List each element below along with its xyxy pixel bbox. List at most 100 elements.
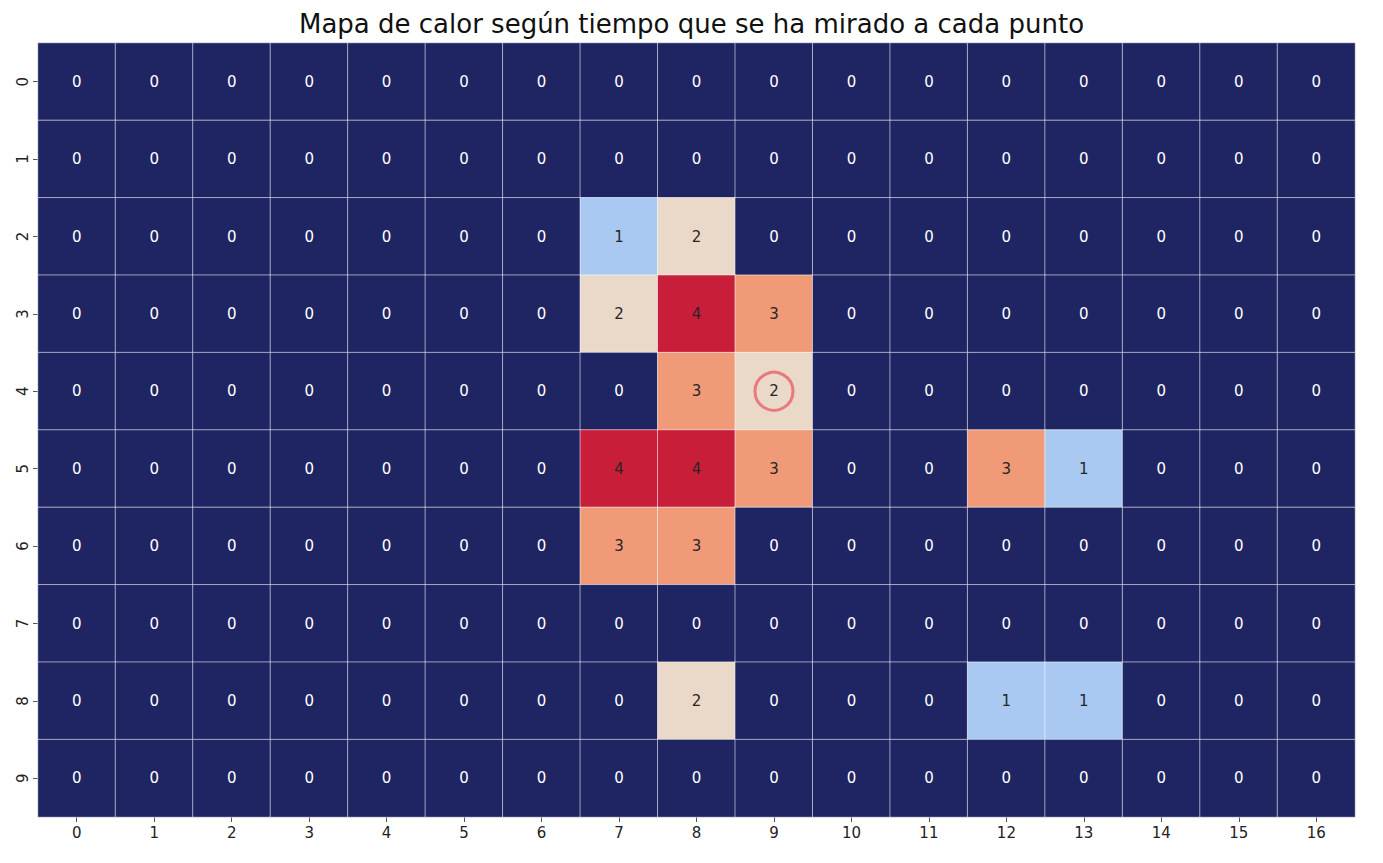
svg-text:0: 0 — [537, 615, 547, 633]
svg-text:0: 0 — [1079, 228, 1089, 246]
svg-text:3: 3 — [769, 305, 779, 323]
svg-text:0: 0 — [1157, 382, 1167, 400]
svg-text:0: 0 — [1311, 692, 1321, 710]
svg-text:3: 3 — [769, 460, 779, 478]
svg-text:4: 4 — [382, 824, 392, 842]
svg-text:0: 0 — [72, 73, 82, 91]
svg-text:0: 0 — [149, 537, 159, 555]
svg-text:0: 0 — [537, 460, 547, 478]
svg-text:1: 1 — [1079, 460, 1089, 478]
svg-text:3: 3 — [304, 824, 314, 842]
svg-text:0: 0 — [382, 615, 392, 633]
svg-text:0: 0 — [1002, 150, 1012, 168]
svg-text:0: 0 — [149, 73, 159, 91]
svg-text:0: 0 — [72, 615, 82, 633]
svg-text:0: 0 — [459, 537, 469, 555]
svg-text:0: 0 — [382, 228, 392, 246]
svg-text:0: 0 — [72, 382, 82, 400]
svg-text:0: 0 — [1157, 305, 1167, 323]
svg-text:0: 0 — [924, 615, 934, 633]
svg-text:0: 0 — [847, 460, 857, 478]
svg-text:6: 6 — [537, 824, 547, 842]
svg-text:6: 6 — [14, 541, 32, 551]
svg-text:0: 0 — [459, 692, 469, 710]
svg-text:0: 0 — [1234, 150, 1244, 168]
svg-text:0: 0 — [304, 73, 314, 91]
svg-text:13: 13 — [1074, 824, 1093, 842]
svg-text:0: 0 — [537, 382, 547, 400]
svg-text:0: 0 — [149, 150, 159, 168]
svg-text:4: 4 — [692, 460, 702, 478]
svg-text:0: 0 — [1311, 460, 1321, 478]
svg-text:0: 0 — [1234, 769, 1244, 787]
svg-text:0: 0 — [847, 382, 857, 400]
svg-text:0: 0 — [1079, 382, 1089, 400]
svg-text:0: 0 — [847, 228, 857, 246]
svg-text:0: 0 — [227, 228, 237, 246]
svg-text:0: 0 — [1234, 615, 1244, 633]
svg-text:0: 0 — [382, 150, 392, 168]
svg-text:0: 0 — [304, 305, 314, 323]
svg-text:0: 0 — [459, 769, 469, 787]
svg-text:0: 0 — [1079, 769, 1089, 787]
svg-text:3: 3 — [692, 537, 702, 555]
svg-text:16: 16 — [1307, 824, 1326, 842]
svg-text:10: 10 — [842, 824, 861, 842]
svg-text:0: 0 — [1234, 305, 1244, 323]
svg-text:0: 0 — [1234, 382, 1244, 400]
svg-text:0: 0 — [1157, 460, 1167, 478]
svg-text:5: 5 — [14, 464, 32, 474]
svg-text:0: 0 — [227, 305, 237, 323]
svg-text:0: 0 — [304, 537, 314, 555]
svg-text:2: 2 — [614, 305, 624, 323]
svg-text:0: 0 — [924, 305, 934, 323]
svg-text:8: 8 — [14, 696, 32, 706]
svg-text:0: 0 — [227, 692, 237, 710]
svg-text:0: 0 — [382, 305, 392, 323]
svg-text:0: 0 — [227, 460, 237, 478]
svg-text:4: 4 — [692, 305, 702, 323]
svg-text:0: 0 — [1311, 150, 1321, 168]
svg-text:0: 0 — [459, 228, 469, 246]
svg-text:0: 0 — [149, 692, 159, 710]
svg-text:0: 0 — [924, 537, 934, 555]
svg-text:0: 0 — [924, 150, 934, 168]
svg-text:0: 0 — [227, 615, 237, 633]
svg-text:0: 0 — [72, 228, 82, 246]
svg-text:2: 2 — [14, 232, 32, 242]
svg-text:0: 0 — [1002, 537, 1012, 555]
svg-text:0: 0 — [769, 769, 779, 787]
svg-text:0: 0 — [769, 228, 779, 246]
svg-text:0: 0 — [692, 615, 702, 633]
svg-text:0: 0 — [692, 769, 702, 787]
svg-text:0: 0 — [847, 692, 857, 710]
svg-text:4: 4 — [14, 387, 32, 397]
svg-text:0: 0 — [1079, 150, 1089, 168]
svg-text:0: 0 — [769, 692, 779, 710]
svg-text:3: 3 — [1002, 460, 1012, 478]
svg-text:0: 0 — [459, 615, 469, 633]
svg-text:0: 0 — [14, 77, 32, 87]
svg-text:0: 0 — [537, 692, 547, 710]
svg-text:0: 0 — [304, 769, 314, 787]
svg-text:2: 2 — [692, 692, 702, 710]
svg-text:0: 0 — [149, 769, 159, 787]
svg-text:0: 0 — [459, 150, 469, 168]
svg-text:0: 0 — [537, 228, 547, 246]
svg-text:0: 0 — [459, 382, 469, 400]
svg-text:0: 0 — [614, 150, 624, 168]
svg-text:0: 0 — [537, 769, 547, 787]
svg-text:0: 0 — [614, 615, 624, 633]
svg-text:0: 0 — [149, 228, 159, 246]
svg-text:0: 0 — [304, 382, 314, 400]
svg-text:0: 0 — [537, 150, 547, 168]
svg-text:0: 0 — [72, 824, 82, 842]
svg-text:0: 0 — [149, 460, 159, 478]
svg-text:0: 0 — [1002, 382, 1012, 400]
svg-text:0: 0 — [227, 769, 237, 787]
svg-text:0: 0 — [537, 305, 547, 323]
svg-text:0: 0 — [537, 537, 547, 555]
svg-text:0: 0 — [1311, 769, 1321, 787]
svg-text:0: 0 — [227, 382, 237, 400]
svg-text:0: 0 — [614, 692, 624, 710]
